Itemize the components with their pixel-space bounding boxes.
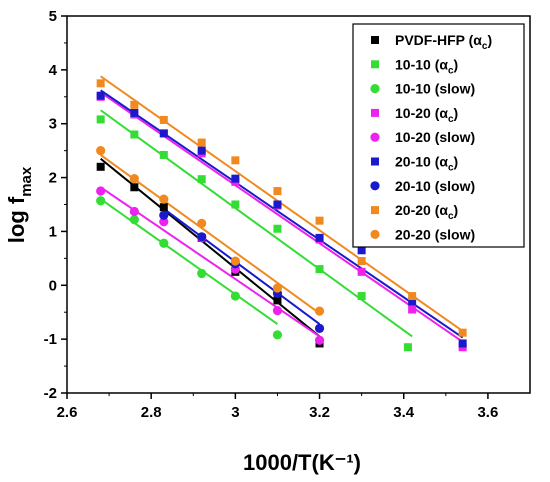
data-point bbox=[197, 232, 207, 242]
legend-box bbox=[352, 23, 525, 248]
data-point bbox=[370, 84, 380, 94]
data-point bbox=[370, 132, 380, 142]
data-point bbox=[314, 335, 325, 345]
data-point bbox=[159, 129, 168, 138]
y-axis-title: log fmax bbox=[4, 166, 35, 243]
x-tick-label: 3 bbox=[231, 404, 239, 421]
data-point bbox=[96, 146, 106, 156]
data-markers bbox=[96, 79, 467, 352]
legend-label: 10-20 (slow) bbox=[395, 129, 475, 145]
data-point bbox=[197, 268, 207, 279]
data-point bbox=[96, 162, 105, 171]
x-tick-label: 3.4 bbox=[393, 404, 415, 421]
legend-label: 20-10 (αc) bbox=[395, 154, 458, 174]
data-point bbox=[230, 291, 240, 301]
data-point bbox=[159, 203, 168, 212]
x-tick-label: 3.6 bbox=[477, 404, 498, 421]
y-tick-label: 5 bbox=[49, 8, 57, 25]
axes: 2.6 2.8 3 3.2 3.4 3.6 -2 -1 0 1 2 3 4 5 bbox=[44, 8, 531, 421]
data-point bbox=[371, 36, 379, 44]
legend-label: 10-20 (αc) bbox=[395, 105, 458, 125]
y-tick-label: 4 bbox=[49, 62, 58, 79]
data-point bbox=[129, 174, 139, 184]
data-point bbox=[357, 246, 366, 255]
data-point bbox=[458, 339, 467, 348]
data-point bbox=[130, 183, 139, 192]
data-point bbox=[159, 210, 169, 220]
data-point bbox=[159, 238, 169, 248]
data-point bbox=[230, 256, 240, 266]
data-point bbox=[272, 330, 283, 340]
y-tick-label: -2 bbox=[44, 385, 57, 402]
legend-label: 10-10 (slow) bbox=[395, 81, 475, 97]
data-point bbox=[96, 115, 105, 124]
data-point bbox=[357, 267, 366, 276]
data-point bbox=[371, 157, 379, 166]
data-point bbox=[159, 194, 169, 204]
data-point bbox=[314, 306, 325, 316]
data-point bbox=[231, 156, 240, 165]
data-point bbox=[231, 200, 240, 209]
x-axis-title: 1000/T(K⁻¹) bbox=[243, 450, 361, 475]
data-point bbox=[357, 292, 366, 301]
data-point bbox=[96, 91, 105, 100]
data-point bbox=[130, 130, 139, 139]
data-point bbox=[371, 60, 379, 69]
data-point bbox=[129, 214, 139, 225]
data-point bbox=[197, 218, 207, 228]
legend-label: 20-20 (αc) bbox=[395, 202, 458, 222]
data-point bbox=[357, 257, 366, 266]
data-point bbox=[370, 181, 380, 191]
fit-line bbox=[163, 208, 321, 325]
legend: PVDF-HFP (αc) 10-10 (αc) 10-10 (slow) 10-20… bbox=[352, 23, 525, 248]
y-tick-label: 3 bbox=[49, 116, 57, 133]
data-point bbox=[371, 206, 379, 215]
data-point bbox=[315, 265, 324, 274]
data-point bbox=[96, 79, 105, 88]
data-point bbox=[315, 233, 324, 242]
x-tick-label: 3.2 bbox=[309, 404, 330, 421]
data-point bbox=[96, 196, 106, 206]
data-point bbox=[273, 200, 282, 209]
data-point bbox=[315, 216, 324, 225]
data-point bbox=[408, 305, 417, 314]
data-point bbox=[159, 115, 168, 124]
data-point bbox=[272, 305, 283, 316]
data-point bbox=[403, 343, 412, 352]
data-point bbox=[130, 108, 139, 117]
data-point bbox=[159, 150, 168, 159]
x-tick-label: 2.6 bbox=[57, 404, 78, 421]
data-point bbox=[273, 187, 282, 196]
data-point bbox=[408, 297, 417, 306]
data-point bbox=[197, 146, 206, 155]
data-point bbox=[272, 283, 283, 293]
data-point bbox=[273, 224, 282, 233]
x-tick-label: 2.8 bbox=[141, 404, 162, 421]
y-tick-label: 0 bbox=[49, 277, 57, 294]
data-point bbox=[458, 328, 467, 337]
data-point bbox=[197, 138, 206, 147]
data-point bbox=[231, 174, 240, 183]
data-point bbox=[130, 100, 139, 109]
legend-label: 10-10 (αc) bbox=[395, 56, 458, 76]
data-point bbox=[197, 175, 206, 184]
data-point bbox=[371, 108, 379, 117]
y-tick-label: 1 bbox=[49, 223, 57, 240]
data-point bbox=[273, 296, 282, 305]
data-point bbox=[159, 217, 169, 227]
data-point bbox=[408, 292, 417, 301]
data-point bbox=[370, 229, 380, 239]
data-point bbox=[96, 186, 106, 196]
y-tick-label: -1 bbox=[44, 331, 57, 348]
legend-label: 20-20 (slow) bbox=[395, 226, 475, 242]
legend-label: 20-10 (slow) bbox=[395, 178, 475, 194]
legend-label: PVDF-HFP (αc) bbox=[395, 32, 492, 52]
y-tick-label: 2 bbox=[49, 170, 57, 187]
data-point bbox=[314, 323, 325, 333]
data-point bbox=[129, 206, 139, 217]
